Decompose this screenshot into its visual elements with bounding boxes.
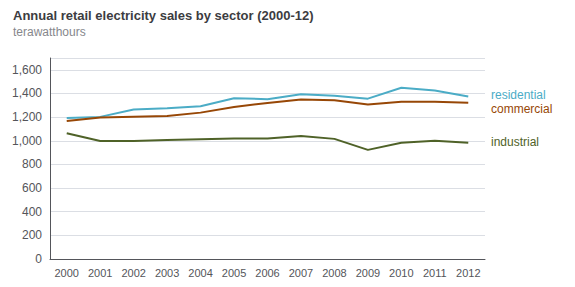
- svg-text:800: 800: [22, 157, 42, 171]
- svg-text:2010: 2010: [389, 267, 413, 279]
- svg-text:2001: 2001: [88, 267, 112, 279]
- svg-text:2005: 2005: [222, 267, 246, 279]
- svg-text:1,400: 1,400: [12, 86, 42, 100]
- svg-text:residential: residential: [491, 88, 546, 102]
- svg-text:2002: 2002: [121, 267, 145, 279]
- svg-text:2000: 2000: [54, 267, 78, 279]
- svg-text:terawatthours: terawatthours: [13, 25, 86, 39]
- svg-text:0: 0: [35, 252, 42, 266]
- svg-text:1,000: 1,000: [12, 134, 42, 148]
- svg-text:400: 400: [22, 205, 42, 219]
- svg-text:2006: 2006: [255, 267, 279, 279]
- svg-text:1,200: 1,200: [12, 110, 42, 124]
- svg-text:2008: 2008: [322, 267, 346, 279]
- svg-text:2011: 2011: [423, 267, 447, 279]
- svg-text:200: 200: [22, 228, 42, 242]
- svg-text:Annual retail electricity sale: Annual retail electricity sales by secto…: [13, 8, 314, 23]
- svg-text:2012: 2012: [456, 267, 480, 279]
- svg-text:industrial: industrial: [491, 135, 539, 149]
- svg-text:commercial: commercial: [491, 102, 552, 116]
- svg-text:2003: 2003: [155, 267, 179, 279]
- svg-text:2007: 2007: [289, 267, 313, 279]
- svg-text:2004: 2004: [188, 267, 212, 279]
- svg-text:600: 600: [22, 181, 42, 195]
- svg-text:2009: 2009: [356, 267, 380, 279]
- svg-text:1,600: 1,600: [12, 63, 42, 77]
